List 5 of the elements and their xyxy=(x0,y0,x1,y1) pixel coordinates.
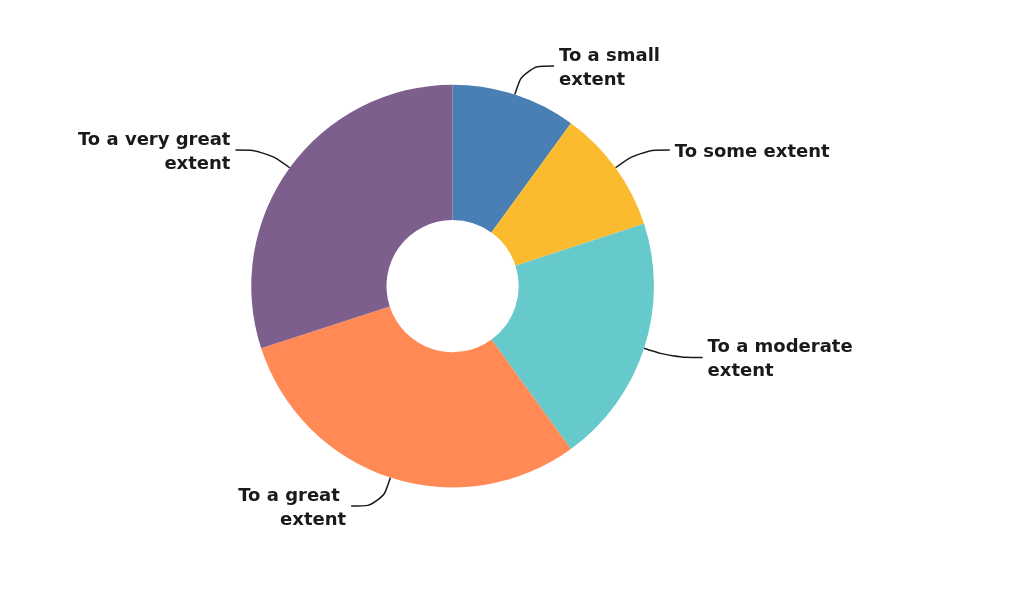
slice-label: To a moderate extent xyxy=(707,335,859,381)
slice-label: To a very great extent xyxy=(77,127,231,173)
slice-label: To a great extent xyxy=(238,483,347,529)
slice-label: To a small extent xyxy=(559,43,667,89)
slice-label: To some extent xyxy=(674,139,831,161)
